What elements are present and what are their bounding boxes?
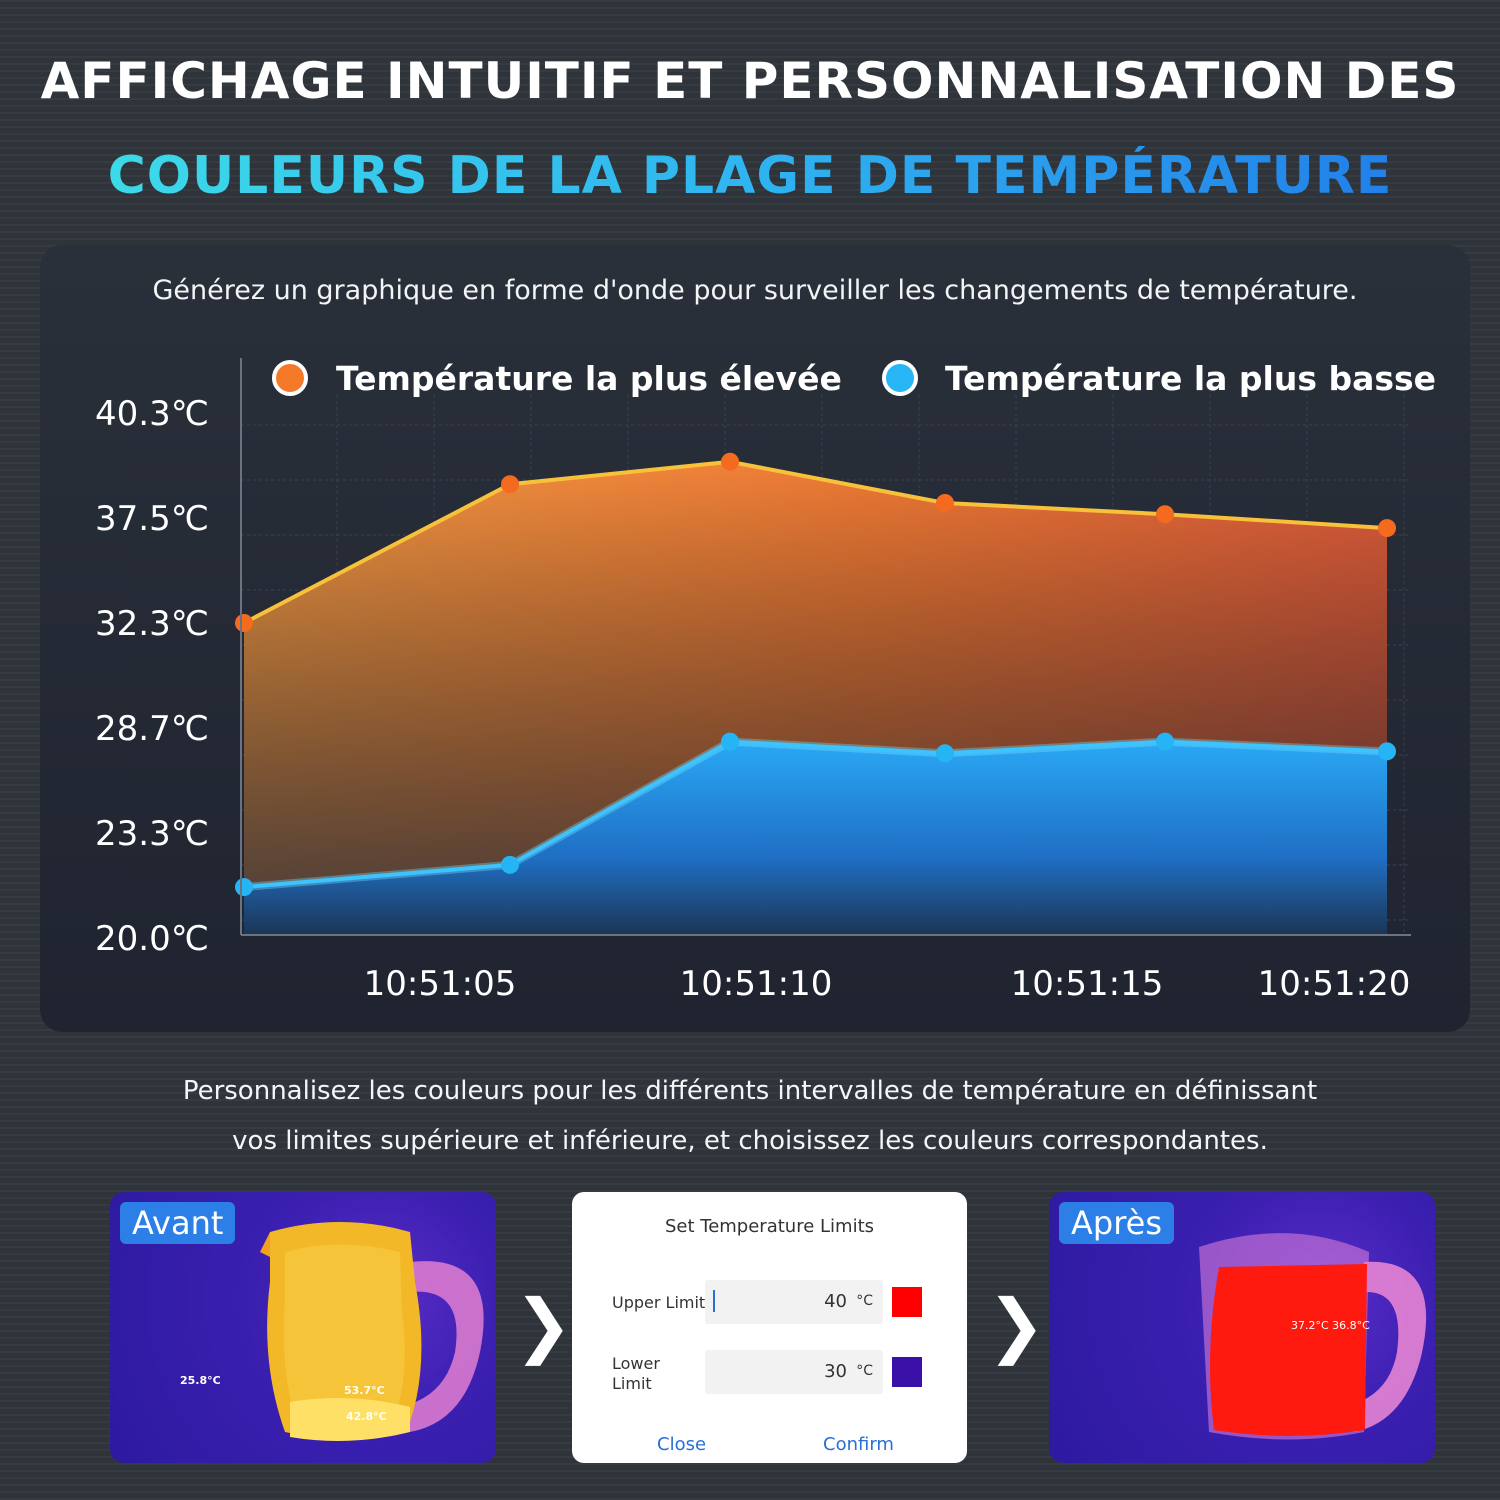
lower-limit-unit: °C bbox=[856, 1363, 873, 1379]
point-high bbox=[1156, 505, 1174, 524]
text-caret bbox=[713, 1290, 715, 1312]
before-max-temp: 53.7°C bbox=[344, 1384, 385, 1397]
lower-limit-value: 30 bbox=[824, 1361, 847, 1382]
lower-limit-input[interactable]: 30 °C bbox=[705, 1350, 883, 1394]
chevron-right-icon: ❯ bbox=[987, 1284, 1046, 1366]
after-thermal-image: Après 37.2°C 36.8°C bbox=[1049, 1192, 1435, 1463]
upper-limit-unit: °C bbox=[856, 1293, 873, 1309]
upper-limit-input[interactable]: 40 °C bbox=[705, 1280, 883, 1324]
upper-limit-value: 40 bbox=[824, 1291, 847, 1312]
y-tick-label: 37.5℃ bbox=[95, 499, 209, 539]
point-high bbox=[1378, 519, 1396, 538]
after-temp-readout: 37.2°C 36.8°C bbox=[1291, 1319, 1370, 1332]
legend-marker-low bbox=[882, 360, 918, 396]
point-low bbox=[1378, 742, 1396, 761]
page-title-line-1: AFFICHAGE INTUITIF ET PERSONNALISATION D… bbox=[40, 52, 1460, 110]
chart-lines bbox=[243, 459, 1388, 892]
before-thermal-image: Avant 25.8°C 53.7°C 42.8°C bbox=[110, 1192, 496, 1463]
point-high bbox=[235, 614, 253, 632]
set-temperature-limits-dialog: Set Temperature Limits Upper Limit 40 °C… bbox=[572, 1192, 967, 1463]
point-low bbox=[235, 878, 253, 897]
chart-areas bbox=[244, 461, 1387, 935]
confirm-button[interactable]: Confirm bbox=[823, 1434, 894, 1455]
line-high bbox=[243, 459, 1388, 625]
before-badge: Avant bbox=[120, 1202, 236, 1244]
y-tick-label: 20.0℃ bbox=[95, 919, 209, 959]
point-high bbox=[501, 475, 519, 494]
point-high bbox=[721, 452, 739, 471]
x-tick-label: 10:51:20 bbox=[1258, 964, 1411, 1004]
y-tick-label: 40.3℃ bbox=[95, 394, 209, 434]
before-min-temp: 42.8°C bbox=[346, 1410, 387, 1423]
page-title-line-2: COULEURS DE LA PLAGE DE TEMPÉRATURE bbox=[0, 146, 1500, 206]
chart-legend: Température la plus élevée Température l… bbox=[272, 359, 1436, 398]
point-low bbox=[501, 855, 519, 874]
description-line-1: Personnalisez les couleurs pour les diff… bbox=[182, 1076, 1318, 1106]
line-low bbox=[243, 739, 1388, 890]
x-tick-label: 10:51:10 bbox=[680, 964, 833, 1004]
y-tick-label: 32.3℃ bbox=[95, 604, 209, 644]
chart-points bbox=[235, 452, 1396, 897]
x-ticks: 10:51:05 10:51:10 10:51:15 10:51:20 bbox=[364, 964, 1411, 1004]
lower-limit-label: Lower Limit bbox=[612, 1354, 660, 1393]
kettle-thermal-after bbox=[1199, 1233, 1427, 1440]
upper-color-swatch[interactable] bbox=[892, 1287, 922, 1317]
point-low bbox=[936, 744, 954, 763]
after-badge: Après bbox=[1059, 1202, 1175, 1244]
legend-label-high: Température la plus élevée bbox=[336, 359, 842, 398]
point-low bbox=[721, 732, 739, 751]
upper-limit-label: Upper Limit bbox=[612, 1293, 706, 1312]
temperature-chart: 40.3℃37.5℃32.3℃28.7℃23.3℃20.0℃ 10:51:05 1… bbox=[95, 358, 1436, 1004]
dialog-title: Set Temperature Limits bbox=[664, 1216, 875, 1237]
point-high bbox=[936, 494, 954, 512]
legend-marker-high bbox=[272, 360, 308, 396]
close-button[interactable]: Close bbox=[657, 1434, 707, 1455]
y-tick-label: 23.3℃ bbox=[95, 814, 209, 854]
before-bg-temp: 25.8°C bbox=[180, 1374, 221, 1387]
kettle-thermal-before bbox=[260, 1222, 484, 1441]
y-ticks: 40.3℃ 37.5℃ 32.3℃ 28.7℃ 23.3℃ 20.0℃ bbox=[95, 394, 209, 959]
x-tick-label: 10:51:05 bbox=[364, 964, 517, 1004]
chart-panel: Générez un graphique en forme d'onde pou… bbox=[40, 245, 1470, 1032]
chart-caption: Générez un graphique en forme d'onde pou… bbox=[152, 275, 1358, 306]
legend-label-low: Température la plus basse bbox=[945, 359, 1436, 398]
point-low bbox=[1156, 732, 1174, 751]
y-tick-label: 28.7℃ bbox=[95, 709, 209, 749]
lower-color-swatch[interactable] bbox=[892, 1357, 922, 1387]
area-low bbox=[244, 741, 1387, 935]
description-line-2: vos limites supérieure et inférieure, et… bbox=[232, 1126, 1268, 1156]
x-tick-label: 10:51:15 bbox=[1011, 964, 1164, 1004]
description-text: Personnalisez les couleurs pour les diff… bbox=[0, 1066, 1500, 1166]
chevron-right-icon: ❯ bbox=[514, 1284, 573, 1366]
